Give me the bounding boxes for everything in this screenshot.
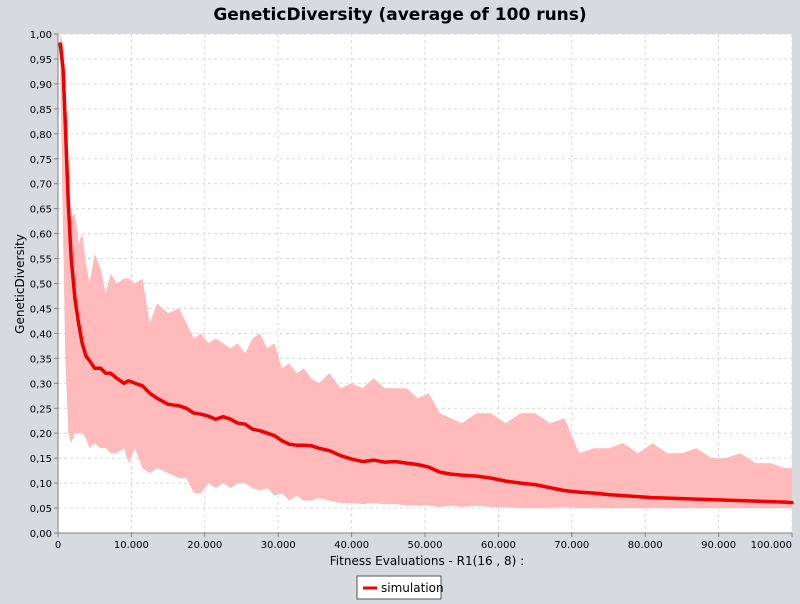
y-tick-label: 0,75 bbox=[30, 155, 52, 166]
y-tick-label: 0,35 bbox=[30, 354, 52, 365]
legend-box bbox=[356, 575, 442, 600]
y-axis-label: GeneticDiversity bbox=[13, 234, 27, 334]
y-tick-label: 0,70 bbox=[30, 180, 52, 191]
y-tick-label: 0,25 bbox=[30, 404, 52, 415]
x-tick-label: 100.000 bbox=[751, 540, 792, 551]
x-tick-label: 70.000 bbox=[554, 540, 589, 551]
x-axis: 0 10.000 20.000 30.000 40.000 50.000 60.000 70.… bbox=[55, 532, 793, 551]
y-tick-label: 0,55 bbox=[30, 255, 52, 266]
legend: simulation bbox=[356, 575, 444, 600]
y-tick-label: 0,65 bbox=[30, 205, 52, 216]
y-tick-label: 0,20 bbox=[30, 429, 52, 440]
y-tick-label: 0,00 bbox=[30, 529, 52, 540]
x-tick-label: 10.000 bbox=[114, 540, 149, 551]
y-tick-label: 0,30 bbox=[30, 379, 52, 390]
y-tick-label: 0,60 bbox=[30, 230, 52, 241]
x-tick-label: 50.000 bbox=[408, 540, 443, 551]
y-tick-label: 1,00 bbox=[30, 30, 52, 41]
series-band-simulation bbox=[60, 34, 792, 509]
y-tick-label: 0,10 bbox=[30, 479, 52, 490]
series-line-simulation bbox=[58, 42, 794, 505]
x-tick-label: 20.000 bbox=[187, 540, 222, 551]
y-tick-label: 0,40 bbox=[30, 329, 52, 340]
y-tick-label: 0,15 bbox=[30, 454, 52, 465]
y-tick-label: 0,95 bbox=[30, 55, 52, 66]
legend-label: simulation bbox=[381, 581, 444, 595]
y-tick-label: 0,50 bbox=[30, 280, 52, 291]
y-tick-label: 0,90 bbox=[30, 80, 52, 91]
series-layer bbox=[58, 42, 794, 505]
y-tick-label: 0,85 bbox=[30, 105, 52, 116]
y-tick-label: 0,80 bbox=[30, 130, 52, 141]
x-tick-label: 80.000 bbox=[628, 540, 663, 551]
y-tick-label: 0,45 bbox=[30, 304, 52, 315]
y-axis: 0,00 0,05 0,10 0,15 0,20 0,25 0,30 0,35 0,40 0,45… bbox=[30, 30, 59, 540]
x-tick-label: 40.000 bbox=[334, 540, 369, 551]
x-tick-label: 90.000 bbox=[701, 540, 736, 551]
x-tick-label: 0 bbox=[55, 540, 61, 551]
x-axis-label: Fitness Evaluations - R1(16 , 8) : bbox=[330, 554, 524, 568]
y-tick-label: 0,05 bbox=[30, 504, 52, 515]
x-tick-label: 30.000 bbox=[261, 540, 296, 551]
chart-title: GeneticDiversity (average of 100 runs) bbox=[213, 5, 586, 25]
x-tick-label: 60.000 bbox=[481, 540, 516, 551]
band-layer bbox=[60, 34, 792, 509]
